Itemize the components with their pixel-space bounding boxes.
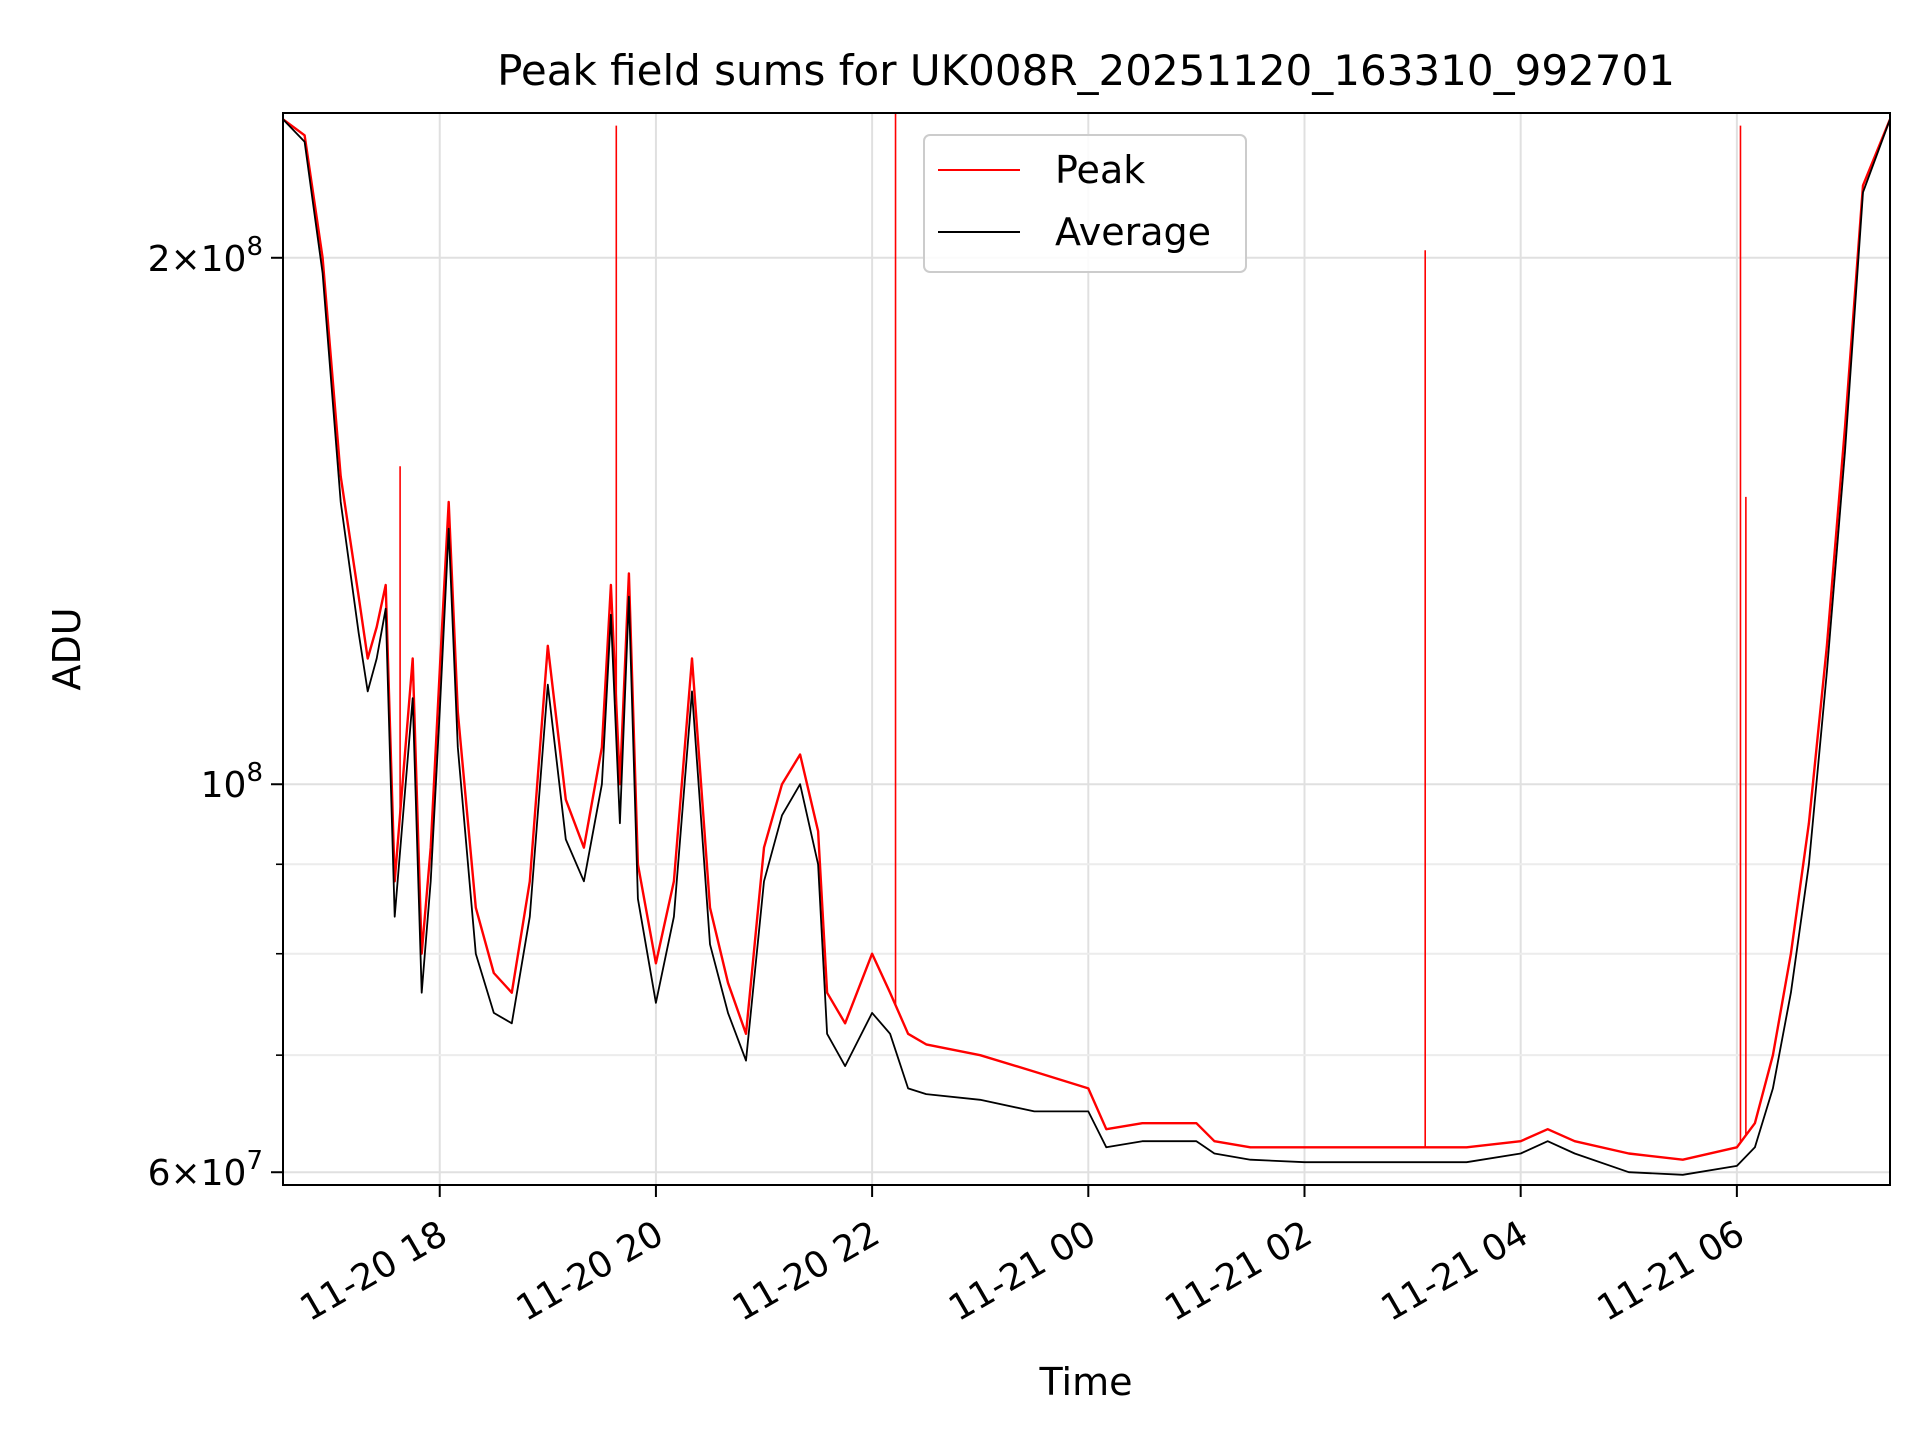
series-line-average: [283, 118, 1890, 1176]
series-line-peak: [283, 118, 1890, 1161]
plot-lines: [283, 113, 1890, 1176]
y-tick-label: 108: [201, 758, 263, 806]
y-tick-label: 2×108: [148, 232, 263, 280]
y-axis-label: ADU: [45, 607, 89, 690]
chart-title: Peak field sums for UK008R_20251120_1633…: [497, 46, 1675, 95]
legend-label-average: Average: [1055, 210, 1211, 254]
plot-frame: [282, 112, 1891, 1186]
y-tick-label: 6×107: [148, 1146, 263, 1194]
y-axis: 2×108 108 6×107: [148, 232, 283, 1194]
legend-label-peak: Peak: [1055, 148, 1145, 192]
grid: [283, 113, 1890, 1185]
x-axis-label: Time: [1039, 1360, 1133, 1404]
legend: Peak Average: [923, 134, 1247, 273]
